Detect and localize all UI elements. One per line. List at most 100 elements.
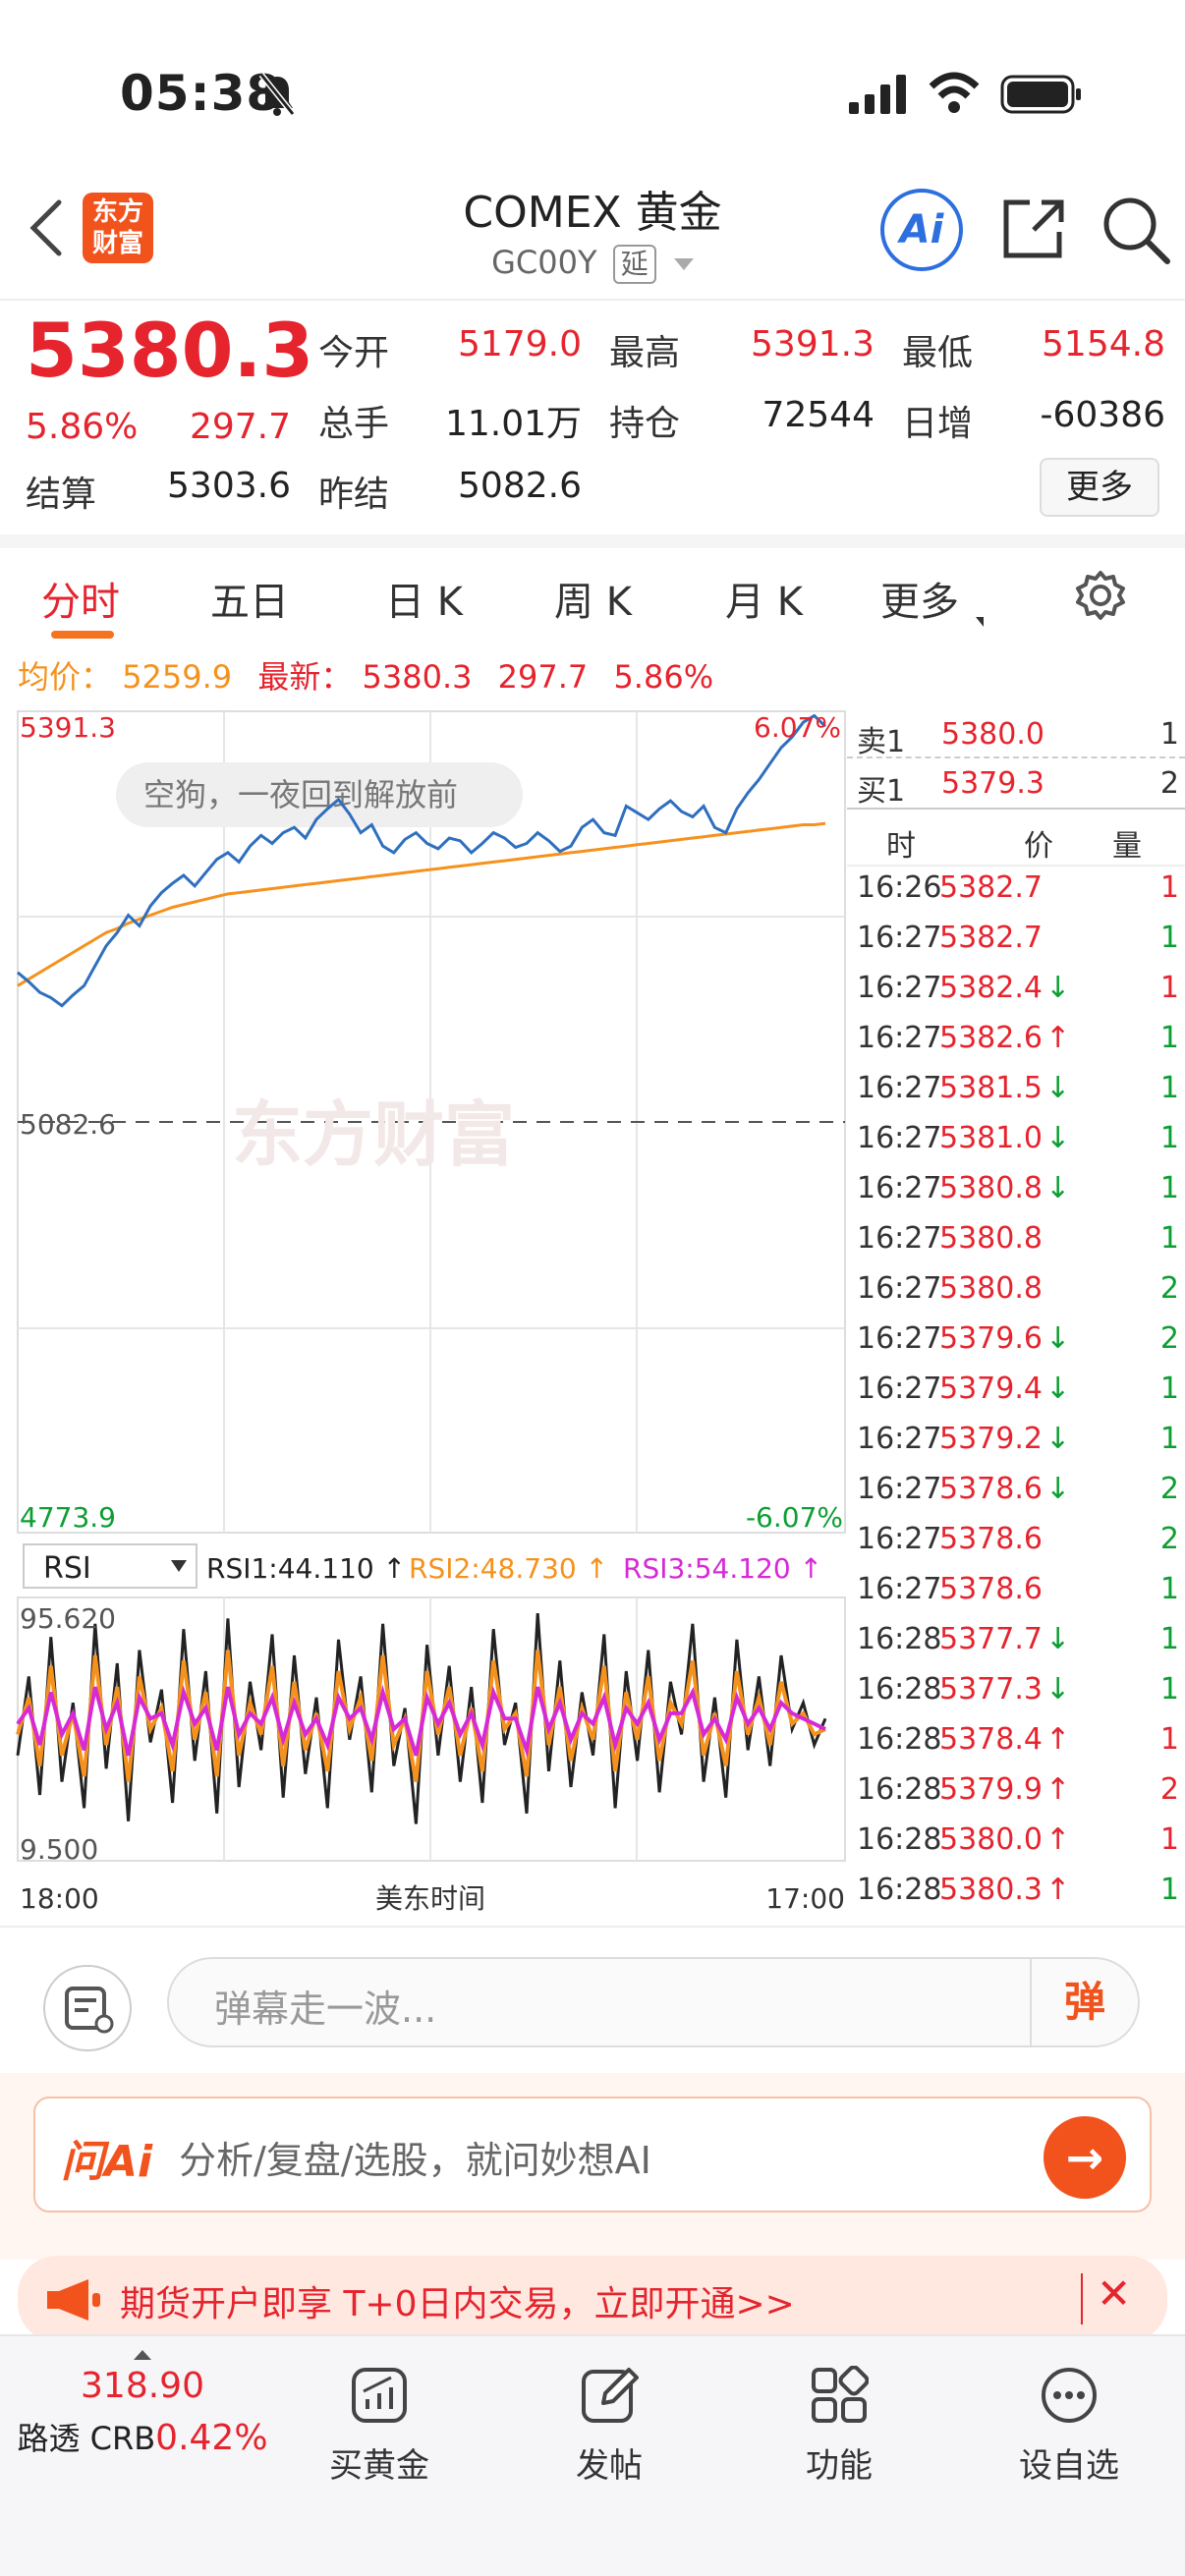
x-start-label: 18:00 (20, 1882, 99, 1915)
y-bottom-label: 4773.9 (20, 1501, 116, 1534)
nav-add-watchlist[interactable]: 设自选 (990, 2366, 1148, 2487)
nav-buy-gold[interactable]: 买黄金 (301, 2366, 458, 2487)
signal-icon (849, 75, 906, 114)
trade-arrow: ↓ (1045, 1071, 1071, 1105)
comment-bar: 弹幕走一波... 弹 (0, 1926, 1185, 2073)
tab-five-day[interactable]: 五日 (210, 580, 289, 625)
trade-row: 16:27 5378.6 2 (847, 1522, 1185, 1571)
grid-icon (812, 2366, 869, 2423)
trade-volume: 1 (1159, 1372, 1179, 1406)
index-ticker[interactable]: 318.90 路透 CRB0.42% (14, 2350, 271, 2459)
danmu-input[interactable]: 弹幕走一波... 弹 (167, 1957, 1140, 2047)
header: 东方 财富 COMEX 黄金 GC00Y 延 Ai (0, 167, 1185, 299)
share-icon[interactable] (1000, 195, 1069, 263)
page-title: COMEX 黄金 (463, 188, 722, 238)
trade-volume: 2 (1159, 1271, 1179, 1306)
trade-arrow: ↓ (1045, 1422, 1071, 1456)
index-percent: 0.42% (155, 2418, 268, 2458)
open-interest-value: 72544 (762, 395, 875, 435)
trade-volume: 2 (1159, 1772, 1179, 1807)
danmu-bubble: 空狗，一夜回到解放前 (116, 762, 523, 827)
tab-more-label: 更多 (880, 580, 959, 625)
bottom-nav: 318.90 路透 CRB0.42% 买黄金 发帖 功能 (0, 2334, 1185, 2576)
trade-price: 5378.4 (939, 1722, 1043, 1757)
rsi3-line (16, 1684, 826, 1759)
battery-icon (1000, 75, 1081, 114)
ai-button[interactable]: Ai (880, 189, 963, 271)
x-end-label: 17:00 (765, 1882, 845, 1915)
volume-label: 总手 (318, 404, 390, 444)
rsi-selector[interactable]: RSI (23, 1543, 198, 1589)
quote-panel: 5380.3 5.86% 297.7 今开 5179.0 最高 5391.3 最… (0, 299, 1185, 534)
back-chevron-icon[interactable] (24, 196, 67, 259)
trade-price: 5380.3 (939, 1873, 1043, 1907)
search-icon[interactable] (1099, 193, 1173, 267)
trade-time: 16:28 (857, 1822, 942, 1857)
sell1-label: 卖1 (857, 725, 906, 759)
trade-time: 16:27 (857, 1372, 942, 1406)
logo-text-line2: 财富 (91, 229, 143, 258)
trade-row: 16:27 5382.4 ↓ 1 (847, 971, 1185, 1020)
tab-intraday[interactable]: 分时 (41, 580, 120, 625)
rsi2-label: RSI2:48.730 ↑ (409, 1552, 608, 1585)
promo-banner[interactable]: 期货开户即享 T+0日内交易，立即开通>> ✕ (18, 2256, 1167, 2342)
high-value: 5391.3 (751, 324, 875, 364)
price-chart[interactable]: 东方财富 空狗，一夜回到解放前 5391.3 5082.6 4773.9 6.0… (0, 707, 847, 1926)
wifi-icon (929, 72, 980, 113)
tab-more[interactable]: 更多 (880, 570, 984, 627)
trade-price: 5380.0 (939, 1822, 1043, 1857)
note-icon (65, 1987, 114, 2034)
more-button[interactable]: 更多 (1040, 458, 1159, 517)
rsi-selector-label: RSI (43, 1551, 91, 1586)
trade-time: 16:26 (857, 870, 942, 905)
trade-volume: 1 (1159, 1071, 1179, 1105)
trade-arrow: ↑ (1045, 1772, 1071, 1807)
trade-volume: 2 (1159, 1321, 1179, 1356)
nav-functions[interactable]: 功能 (761, 2366, 918, 2487)
low-value: 5154.8 (1042, 324, 1165, 364)
volume-value: 11.01万 (444, 404, 582, 444)
latest-pct: 5.86% (613, 658, 714, 696)
trade-price: 5378.6 (939, 1572, 1043, 1606)
rsi1-label: RSI1:44.110 ↑ (206, 1552, 406, 1585)
trade-time: 16:27 (857, 1422, 942, 1456)
trade-time: 16:28 (857, 1772, 942, 1807)
trade-time: 16:27 (857, 1472, 942, 1506)
trade-row: 16:27 5382.7 1 (847, 921, 1185, 970)
contract-code-row[interactable]: GC00Y 延 (0, 244, 1185, 284)
close-icon[interactable]: ✕ (1097, 2269, 1132, 2318)
tab-weekly-k[interactable]: 周 K (554, 580, 632, 625)
trades-header-time: 时 (886, 829, 916, 864)
gear-icon[interactable] (1075, 570, 1126, 621)
tab-daily-k[interactable]: 日 K (385, 580, 463, 625)
change-value: 297.7 (189, 407, 291, 447)
trade-time: 16:27 (857, 1572, 942, 1606)
avg-latest-row: 均价： 5259.9 最新： 5380.3 297.7 5.86% (18, 652, 713, 698)
trade-arrow: ↓ (1045, 1622, 1071, 1656)
danmu-toggle-button[interactable]: 弹 (1030, 1959, 1138, 2045)
more-dots-icon (1042, 2368, 1097, 2423)
status-time: 05:38 (120, 65, 282, 122)
ai-input[interactable]: 问Ai 分析/复盘/选股，就问妙想AI → (33, 2097, 1152, 2212)
price-line (17, 713, 827, 1008)
trade-volume: 1 (1159, 1622, 1179, 1656)
ai-label: 问Ai (61, 2137, 153, 2187)
trade-price: 5378.6 (939, 1522, 1043, 1556)
trade-row: 16:27 5381.5 ↓ 1 (847, 1071, 1185, 1120)
trade-row: 16:27 5379.2 ↓ 1 (847, 1422, 1185, 1471)
chevron-down-icon (171, 1560, 187, 1572)
last-price: 5380.3 (26, 307, 314, 394)
open-label: 今开 (318, 333, 390, 373)
trade-arrow: ↓ (1045, 1121, 1071, 1155)
trade-row: 16:27 5379.6 ↓ 2 (847, 1321, 1185, 1371)
arrow-right-icon[interactable]: → (1044, 2116, 1126, 2199)
contract-code: GC00Y (491, 244, 597, 281)
trade-volume: 1 (1159, 1221, 1179, 1256)
tab-monthly-k[interactable]: 月 K (725, 580, 803, 625)
chart-tabs: 分时 五日 日 K 周 K 月 K 更多 (0, 534, 1185, 639)
nav-post[interactable]: 发帖 (531, 2366, 688, 2487)
trade-arrow: ↓ (1045, 1372, 1071, 1406)
chart-trend-icon (352, 2368, 407, 2423)
buy1-label: 买1 (857, 774, 906, 809)
note-button[interactable] (43, 1965, 132, 2051)
